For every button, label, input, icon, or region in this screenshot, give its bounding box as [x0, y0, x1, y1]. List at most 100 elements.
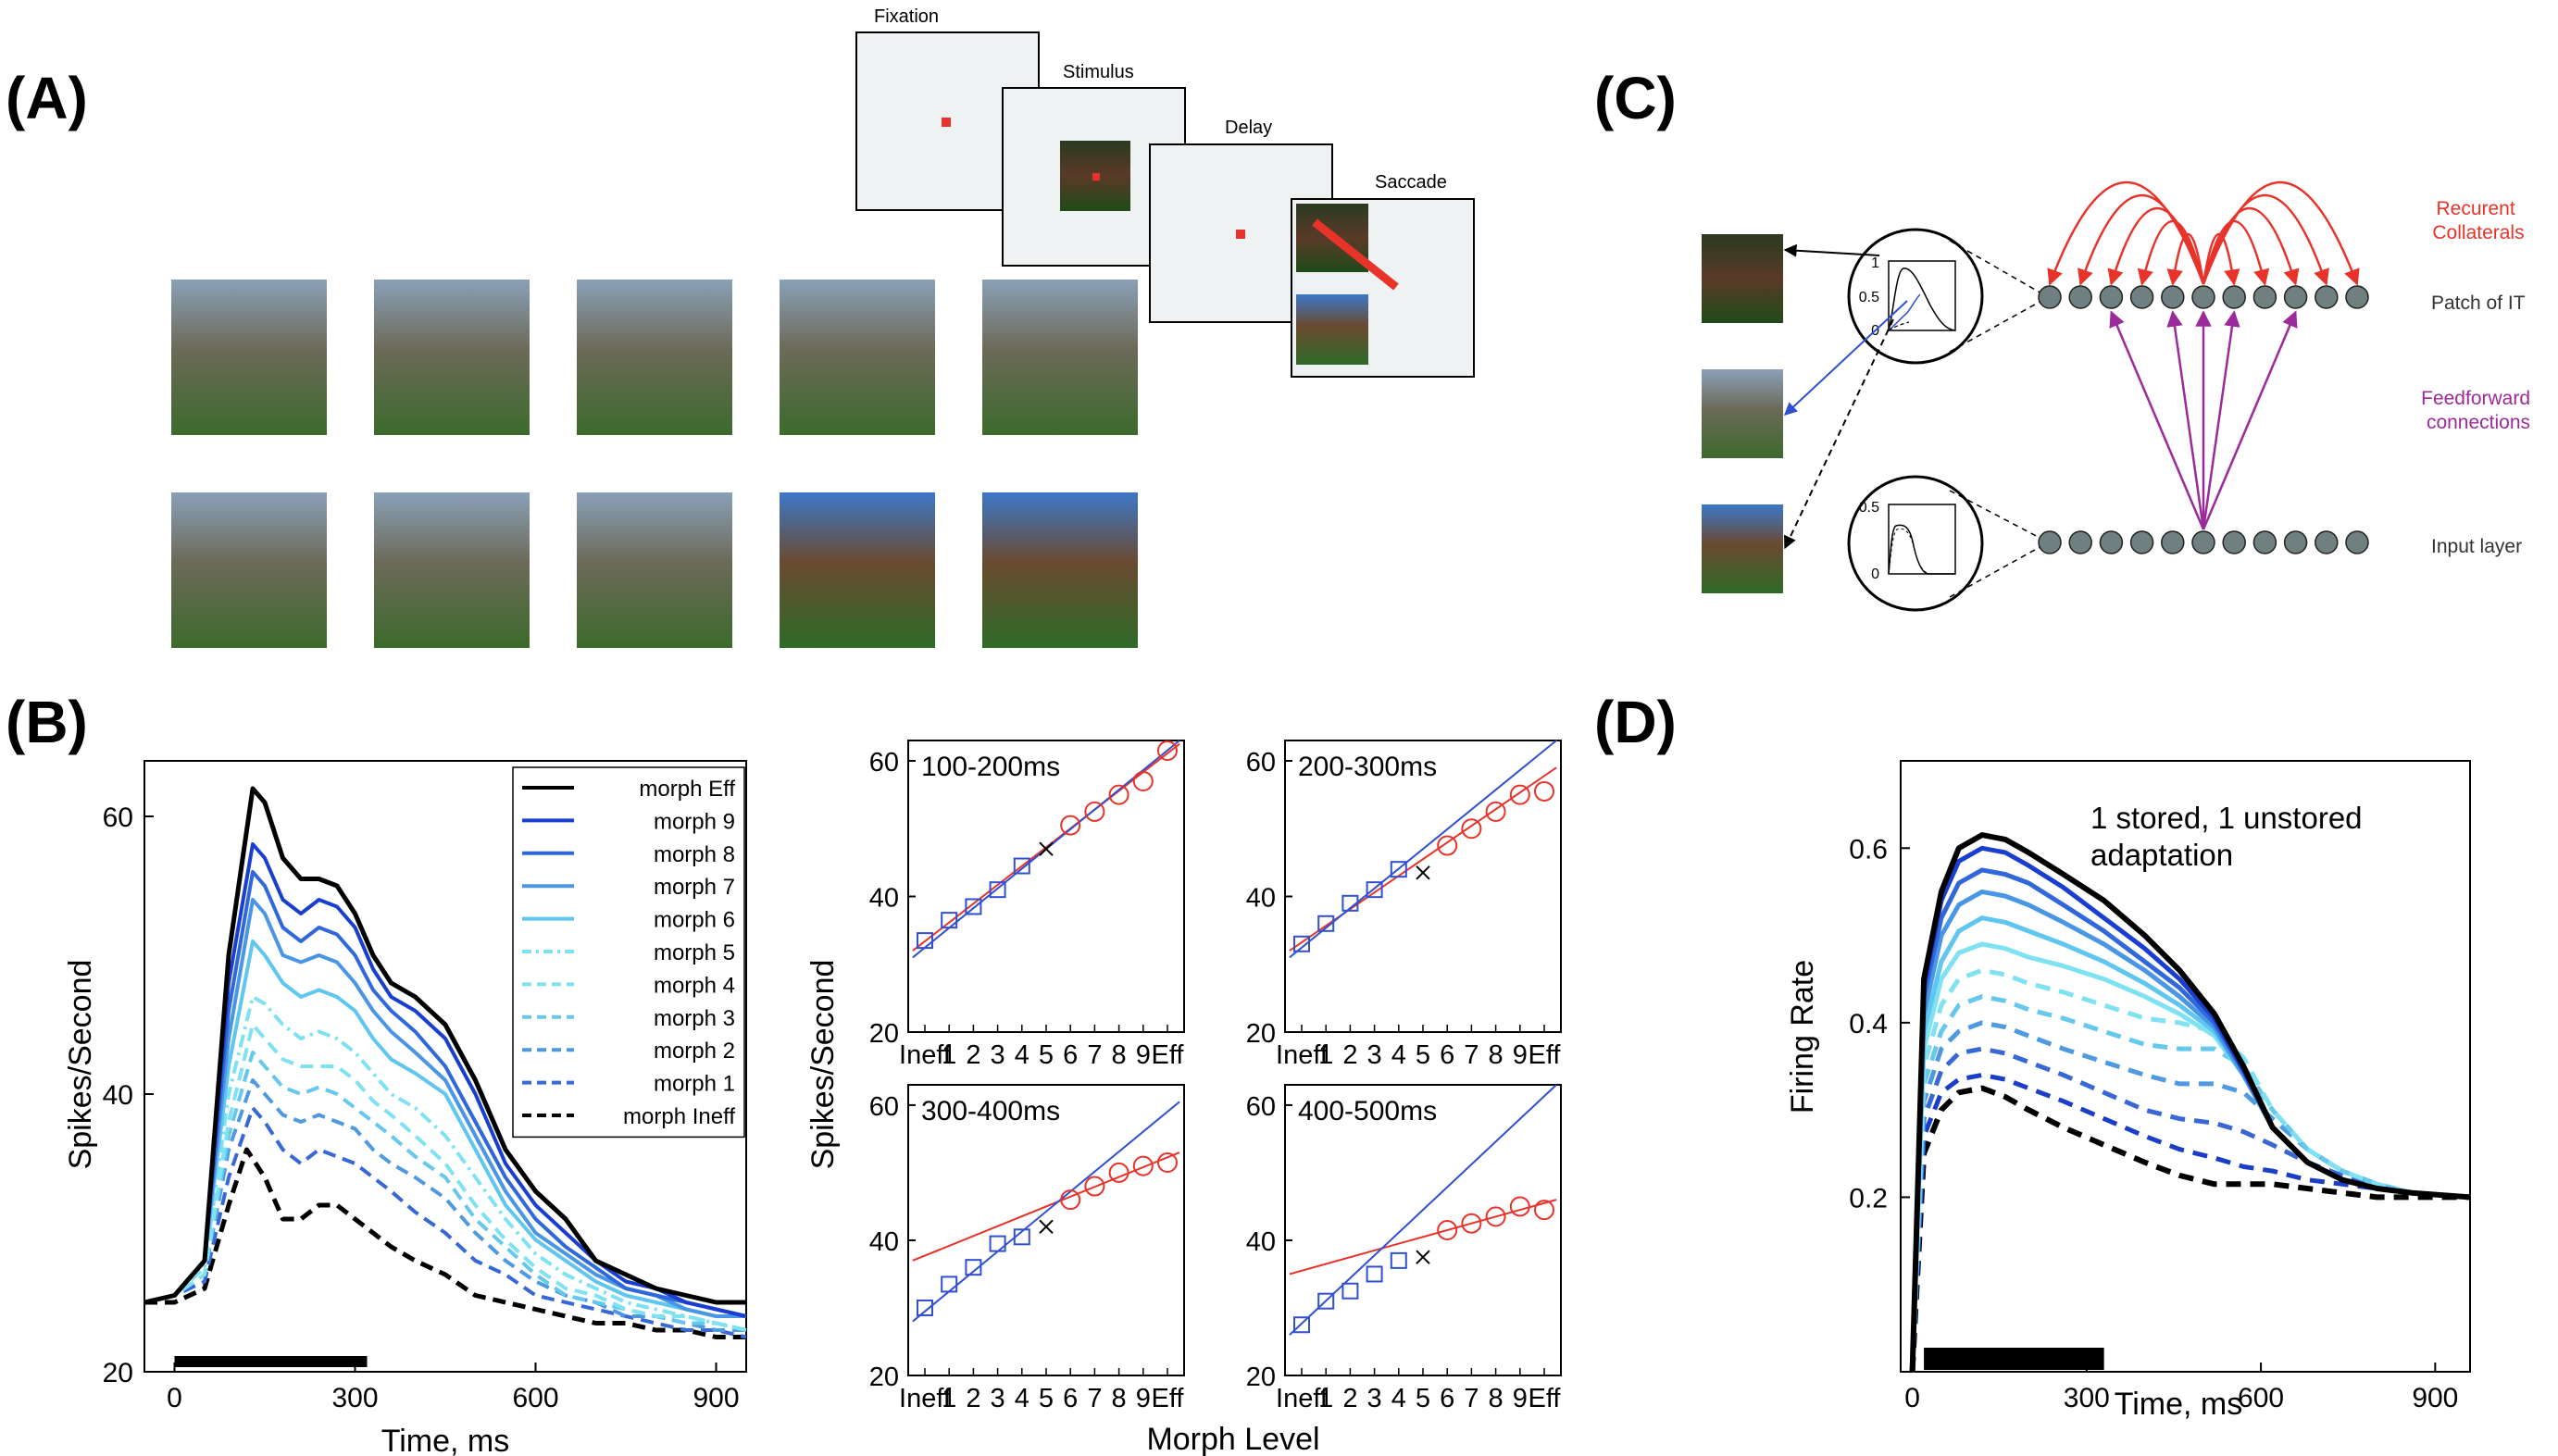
x-tick-label: 6 [1063, 1384, 1078, 1413]
y-tick-label: 40 [869, 1227, 899, 1257]
series-line [1909, 832, 2471, 1373]
task-frame-label: Saccade [1375, 172, 1447, 193]
square-marker [1317, 1292, 1335, 1310]
circle-marker [1485, 801, 1506, 822]
x-tick-label: 0 [1904, 1383, 1920, 1413]
morph-image [374, 280, 530, 435]
circle-marker [1108, 1162, 1129, 1183]
circle-marker [1132, 1155, 1154, 1176]
subplot-frame [907, 740, 1185, 1033]
neuron-node [2099, 530, 2124, 554]
axis-ticks: 0 300 600 900 0.2 0.4 0.6 [1849, 834, 2458, 1413]
square-marker [965, 898, 982, 915]
series-line [143, 1051, 747, 1332]
x-tick-label: Eff [1152, 1384, 1185, 1413]
neuron-node [2315, 530, 2339, 554]
stimulus-image-giraffe [1702, 234, 1783, 323]
x-tick-label: 3 [991, 1384, 1005, 1413]
stimulus-bar [174, 1356, 368, 1367]
x-tick-label: 6 [1440, 1040, 1454, 1070]
square-marker [1317, 915, 1335, 932]
legend-label: morph 2 [654, 1039, 735, 1064]
zoom-guide [1949, 490, 2044, 541]
legend-label: morph 6 [654, 908, 735, 933]
mapping-arrow [1784, 318, 1894, 550]
fit-line [1289, 766, 1557, 952]
x-tick-label: 1 [1318, 1384, 1333, 1413]
fixation-point [942, 118, 951, 127]
x-tick-label: 5 [1416, 1384, 1430, 1413]
fit-line [912, 1101, 1180, 1323]
y-tick-label: 20 [103, 1358, 133, 1388]
series-line [1910, 994, 2471, 1373]
legend-label: morph 5 [654, 940, 735, 965]
series-lines [143, 786, 747, 1339]
x-tick-label: 900 [2412, 1383, 2458, 1413]
task-frame-saccade: Saccade [1291, 172, 1475, 378]
neuron-node [2129, 285, 2154, 309]
circle-marker [1157, 740, 1178, 761]
morph-image [171, 280, 327, 435]
neuron-node [2222, 530, 2246, 554]
recurrent-arrow [2202, 207, 2300, 286]
neuron-node [2038, 530, 2062, 554]
recurrent-arrows [2047, 180, 2360, 286]
series-line [143, 786, 746, 1305]
y-tick-label: 60 [1246, 1092, 1276, 1122]
y-tick-label: 60 [869, 748, 899, 778]
x-tick-label: 900 [693, 1383, 739, 1413]
neuron-node [2068, 285, 2092, 309]
stimulus-image-morph [1702, 369, 1783, 458]
plot-frame [1900, 760, 2471, 1373]
axis-ticks: 0 300 600 900 20 40 60 [103, 803, 740, 1413]
circle-marker [1461, 1213, 1482, 1234]
x-tick-label: 4 [1391, 1384, 1406, 1413]
subplot-frame [907, 1084, 1185, 1376]
series-lines [1909, 832, 2471, 1373]
y-tick-label: 0.6 [1849, 834, 1888, 865]
legend-label: morph 1 [654, 1072, 735, 1097]
neuron-node [2345, 285, 2369, 309]
y-axis-label: Firing Rate [1785, 960, 1820, 1114]
morph-image [982, 492, 1138, 648]
neuron-node [2161, 285, 2185, 309]
neuron-node [2315, 285, 2339, 309]
square-marker [1341, 1282, 1359, 1300]
label-line: Feedforward [2421, 388, 2530, 409]
feedforward-arrow [2202, 310, 2298, 530]
x-axis-label: Time, ms [2115, 1387, 2243, 1422]
circle-marker [1485, 1206, 1506, 1227]
neuron-node [2068, 530, 2092, 554]
inset-plot-bottom: 0.5 0 [1847, 475, 1984, 612]
x-tick-label: 300 [2064, 1383, 2110, 1413]
inset-plot-top: 1 0.5 0 [1847, 228, 1984, 365]
neuron-node [2099, 285, 2124, 309]
x-tick-label: Ineff [899, 1384, 952, 1413]
neuron-node [2222, 285, 2246, 309]
neuron-node [2283, 285, 2308, 309]
panel-a-label: (A) [6, 65, 88, 131]
recurrent-label: Recurent Collaterals [2432, 198, 2524, 243]
morph-image [171, 492, 327, 648]
series-line [1910, 967, 2471, 1373]
x-tick-label: 4 [1015, 1384, 1029, 1413]
x-tick-label: 0 [167, 1383, 182, 1413]
y-tick-label: 0.4 [1849, 1009, 1888, 1039]
annotation-line: 1 stored, 1 unstored [2090, 801, 2363, 835]
square-marker [1013, 857, 1030, 875]
circle-marker [1108, 784, 1129, 805]
square-marker [1013, 1228, 1030, 1246]
feedforward-arrow [2109, 310, 2205, 530]
x-tick-label: 600 [2238, 1383, 2284, 1413]
square-marker [941, 912, 958, 929]
morph-image-grid [171, 280, 1138, 648]
y-tick-label: 40 [103, 1080, 133, 1111]
series-line [1910, 1046, 2471, 1373]
label-line: Recurent [2436, 198, 2514, 219]
morph-image [780, 280, 935, 435]
x-tick-label: Eff [1152, 1040, 1185, 1070]
chart-b-left: 0 300 600 900 20 40 60 morph Eff morph 9 morph 8… [63, 760, 747, 1456]
subplot-frame [1284, 1084, 1562, 1376]
